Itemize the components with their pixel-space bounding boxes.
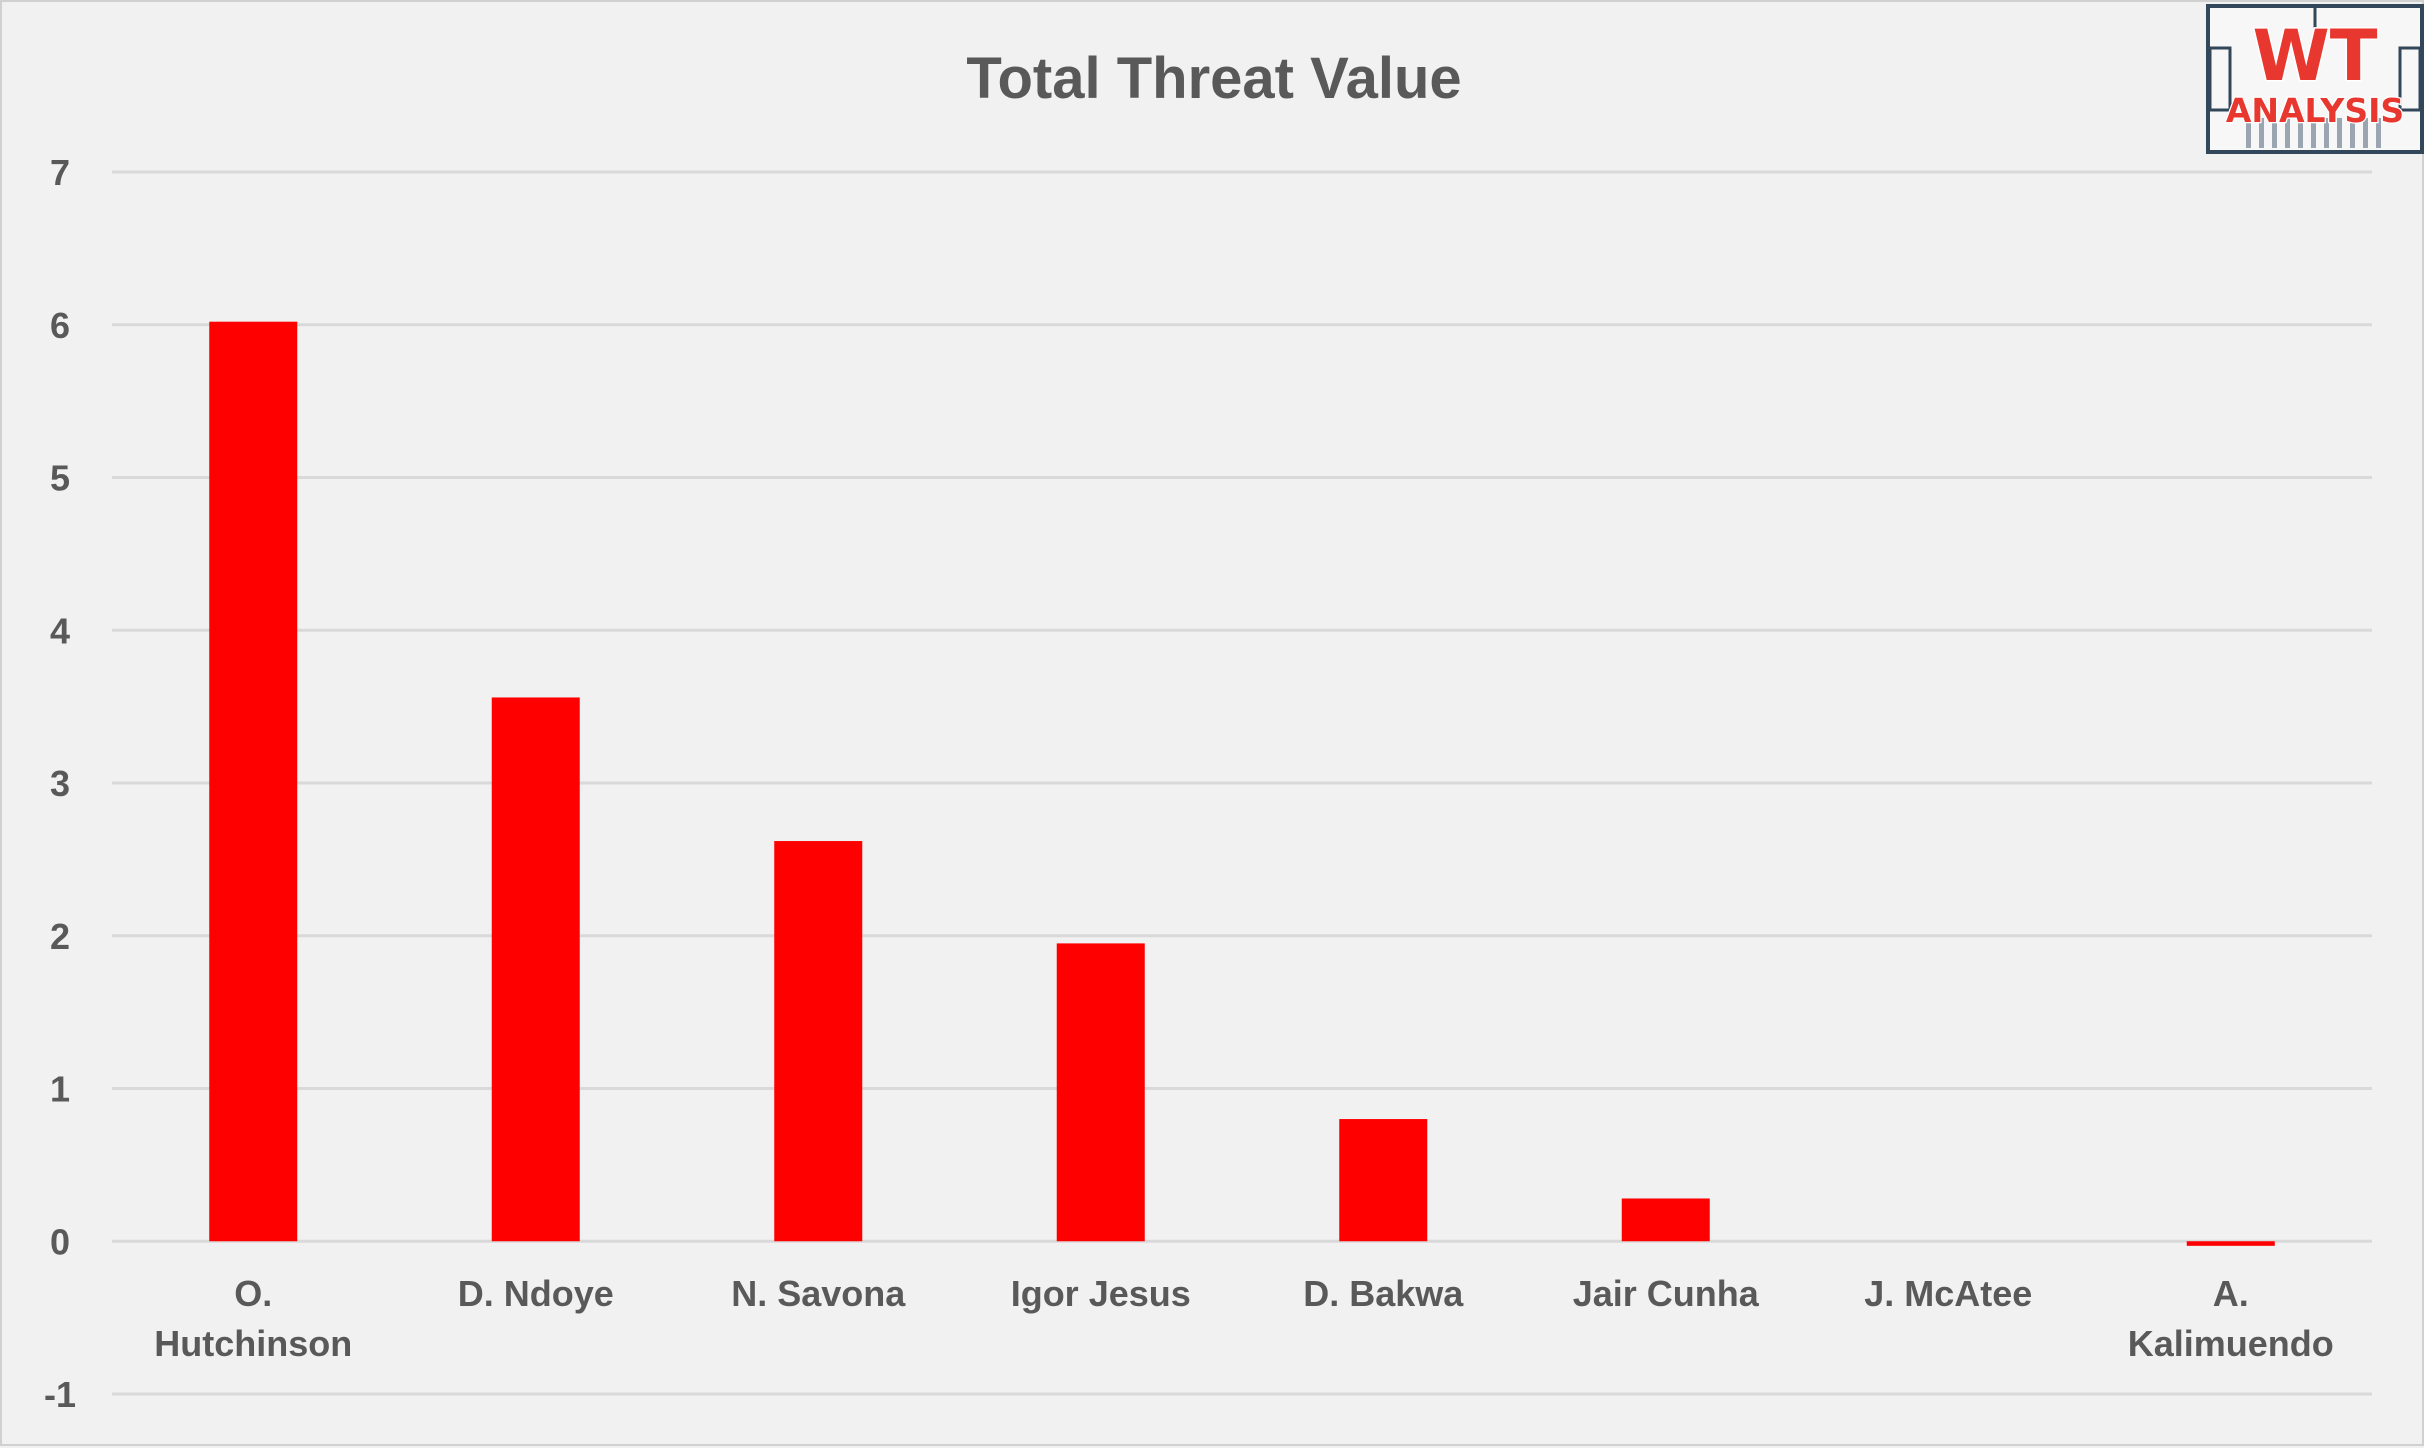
y-tick-label: 3 <box>50 763 70 804</box>
y-tick-label: 2 <box>50 916 70 957</box>
logo-stripe <box>2376 118 2381 148</box>
x-tick-label-line: O. <box>234 1273 272 1314</box>
bar <box>774 841 863 1242</box>
logo-stripe <box>2285 118 2290 148</box>
y-tick-label: 7 <box>50 152 70 193</box>
logo-top-text: WT <box>2253 15 2378 97</box>
bar <box>1339 1119 1428 1242</box>
x-tick-label-line: Jair Cunha <box>1573 1273 1760 1314</box>
bar <box>491 697 580 1242</box>
x-tick-label-line: D. Bakwa <box>1303 1273 1464 1314</box>
y-tick-label: 6 <box>50 305 70 346</box>
x-tick-label-line: Kalimuendo <box>2128 1323 2334 1364</box>
x-tick-label: Igor Jesus <box>1011 1273 1191 1314</box>
x-tick-label: D. Ndoye <box>458 1273 614 1314</box>
logo-penalty-left <box>2208 46 2232 112</box>
x-tick-label: J. McAtee <box>1864 1273 2032 1314</box>
logo-stripe <box>2259 118 2264 148</box>
bar <box>2186 1241 2275 1246</box>
logo-stripe <box>2272 118 2277 148</box>
logo-stripe <box>2298 118 2303 148</box>
x-axis-ticks: O. Hutchinson D. Ndoye N. Savona Igor Jesus D… <box>154 1273 2334 1364</box>
x-tick-label-line: A. <box>2213 1273 2249 1314</box>
logo-stripe <box>2311 118 2316 148</box>
y-axis-ticks: -1 0 1 2 3 4 5 6 7 <box>44 152 76 1415</box>
logo-stripes <box>2246 118 2381 148</box>
bar <box>209 321 298 1242</box>
logo-stripe <box>2337 118 2342 148</box>
x-tick-label-line: J. McAtee <box>1864 1273 2032 1314</box>
bar <box>1621 1198 1710 1242</box>
logo-stripe <box>2350 118 2355 148</box>
logo-stripe <box>2324 118 2329 148</box>
x-tick-label-line: Hutchinson <box>154 1323 352 1364</box>
x-tick-label: O. Hutchinson <box>154 1273 352 1364</box>
x-tick-label: Jair Cunha <box>1573 1273 1760 1314</box>
grid <box>112 170 2372 1396</box>
wt-analysis-logo: WT ANALYSIS <box>2206 4 2424 154</box>
bar <box>1056 943 1145 1242</box>
x-tick-label-line: D. Ndoye <box>458 1273 614 1314</box>
y-tick-label: 1 <box>50 1069 70 1110</box>
x-tick-label: A. Kalimuendo <box>2128 1273 2334 1364</box>
bars <box>209 321 2275 1246</box>
y-tick-label: 5 <box>50 458 70 499</box>
x-tick-label: D. Bakwa <box>1303 1273 1464 1314</box>
y-tick-label: 0 <box>50 1221 70 1262</box>
y-tick-label: 4 <box>50 610 70 651</box>
chart-title: Total Threat Value <box>966 46 1461 111</box>
logo-stripe <box>2363 118 2368 148</box>
x-tick-label-line: N. Savona <box>731 1273 906 1314</box>
logo-penalty-right <box>2398 46 2422 112</box>
x-tick-label-line: Igor Jesus <box>1011 1273 1191 1314</box>
logo-stripe <box>2246 118 2251 148</box>
logo-bottom-text: ANALYSIS <box>2226 91 2404 130</box>
y-tick-label: -1 <box>44 1374 76 1415</box>
x-tick-label: N. Savona <box>731 1273 906 1314</box>
